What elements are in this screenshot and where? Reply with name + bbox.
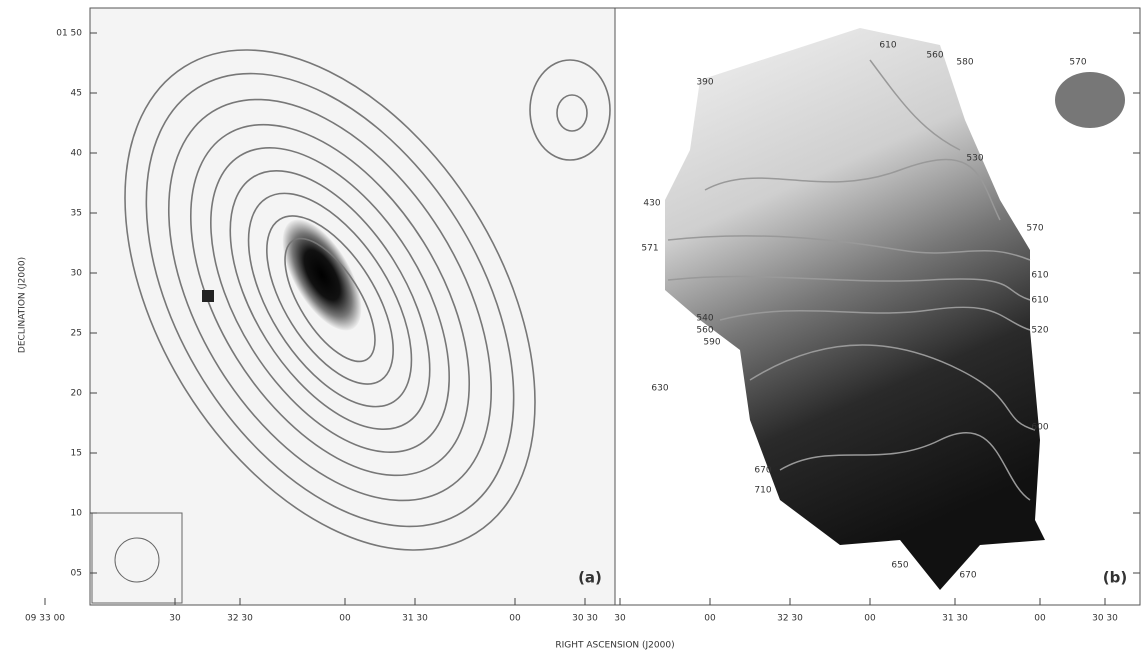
- y-tick-label: 20: [71, 389, 83, 399]
- contour-label: 580: [956, 58, 973, 68]
- x-tick-label: 30 30: [1092, 614, 1118, 624]
- velocity-contours: [667, 59, 1036, 501]
- contour-label: 571: [641, 244, 658, 254]
- galaxy: [282, 219, 362, 331]
- x-tick-label: 30: [169, 614, 181, 624]
- y-axis-title: DECLINATION (J2000): [18, 257, 28, 353]
- contour-label: 670: [959, 571, 976, 581]
- contour-label: 520: [1031, 326, 1048, 336]
- contour-label: 430: [643, 199, 660, 209]
- x-tick-label: 09 33 00: [25, 614, 65, 624]
- blob: [1055, 72, 1125, 128]
- contour-label: 630: [651, 384, 668, 394]
- y-tick-label: 15: [71, 449, 82, 459]
- beam: [114, 537, 160, 583]
- contour-label: 650: [891, 561, 908, 571]
- x-tick-label: 00: [509, 614, 521, 624]
- contour: [266, 215, 394, 385]
- x-tick-label: 30: [614, 614, 626, 624]
- x-tick-label: 31 30: [402, 614, 428, 624]
- y-tick-label: 35: [71, 209, 82, 219]
- x-tick-label: 31 30: [942, 614, 968, 624]
- contour: [284, 237, 376, 363]
- contour: [167, 98, 493, 502]
- contours: [124, 49, 611, 551]
- x-tick-label: 32 30: [777, 614, 803, 624]
- contour-label: 560: [926, 51, 943, 61]
- star: [202, 290, 214, 302]
- contour: [124, 49, 536, 551]
- x-tick-label: 00: [704, 614, 716, 624]
- contour-label: 610: [879, 41, 896, 51]
- contour: [229, 169, 431, 431]
- contour: [556, 94, 588, 132]
- x-tick-label: 30 30: [572, 614, 598, 624]
- panel-label: (a): [578, 569, 602, 587]
- contour-label: 570: [1026, 224, 1043, 234]
- beam-box: [91, 512, 183, 604]
- contour-label: 670: [754, 466, 771, 476]
- contour-label: 710: [754, 486, 771, 496]
- contour-label: 540: [696, 314, 713, 324]
- axes: RIGHT ASCENSION (J2000) DECLINATION (J200…: [18, 29, 1140, 651]
- x-axis-title: RIGHT ASCENSION (J2000): [555, 641, 674, 651]
- y-tick-label: 05: [71, 569, 82, 579]
- contour-label: 590: [703, 338, 720, 348]
- x-tick-label: 00: [864, 614, 876, 624]
- x-tick-label: 00: [1034, 614, 1046, 624]
- contour: [247, 192, 413, 408]
- contour-label: 600: [1031, 423, 1048, 433]
- contour-label: 530: [966, 154, 983, 164]
- contour: [189, 123, 471, 477]
- contour: [529, 59, 611, 161]
- y-tick-label: 01 50: [56, 29, 82, 39]
- contour-label: 390: [696, 78, 713, 88]
- contour: [145, 72, 515, 528]
- contour-label: 610: [1031, 271, 1048, 281]
- contour-label: 610: [1031, 296, 1048, 306]
- y-tick-label: 25: [71, 329, 82, 339]
- x-tick-label: 32 30: [227, 614, 253, 624]
- contour-label: 560: [696, 326, 713, 336]
- y-tick-label: 45: [71, 89, 82, 99]
- velocity-field: [665, 28, 1045, 590]
- contour: [210, 147, 450, 453]
- y-tick-label: 10: [71, 509, 83, 519]
- x-tick-label: 00: [339, 614, 351, 624]
- y-tick-label: 30: [71, 269, 83, 279]
- y-tick-label: 40: [71, 149, 83, 159]
- panel-label: (b): [1103, 569, 1127, 587]
- contour-label: 570: [1069, 58, 1086, 68]
